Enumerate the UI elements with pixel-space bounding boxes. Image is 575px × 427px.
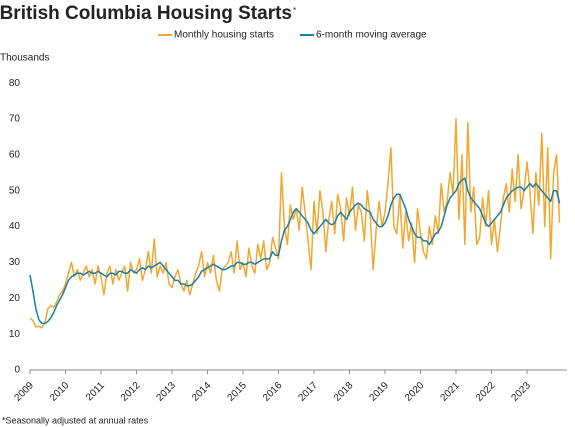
x-tick-label: 2010	[48, 380, 72, 404]
y-tick-label: 40	[9, 221, 21, 232]
x-tick-label: 2012	[119, 380, 143, 404]
x-tick-label: 2013	[154, 380, 178, 404]
y-tick-label: 0	[14, 365, 20, 376]
y-tick-label: 20	[9, 293, 21, 304]
x-tick-label: 2014	[190, 380, 214, 404]
y-tick-label: 10	[9, 329, 21, 340]
x-tick-label: 2015	[225, 380, 249, 404]
x-tick-label: 2020	[403, 380, 427, 404]
y-tick-label: 80	[9, 78, 21, 89]
legend-label: 6-month moving average	[316, 30, 427, 41]
footnote: *Seasonally adjusted at annual rates	[2, 415, 149, 425]
x-tick-label: 2023	[509, 380, 533, 404]
x-tick-label: 2017	[296, 380, 320, 404]
series-line	[29, 177, 561, 325]
legend-label: Monthly housing starts	[174, 30, 274, 41]
x-tick-label: 2018	[332, 380, 356, 404]
chart-title: British Columbia Housing Starts	[0, 3, 292, 24]
x-tick-label: 2016	[261, 380, 285, 404]
y-tick-label: 50	[9, 185, 21, 196]
y-tick-label: 70	[9, 114, 21, 125]
x-tick-label: 2021	[438, 380, 462, 404]
x-tick-label: 2011	[84, 380, 107, 403]
title-note: *	[293, 6, 296, 15]
x-tick-label: 2022	[474, 380, 498, 404]
y-axis-label: Thousands	[0, 53, 49, 64]
series-line	[29, 118, 561, 329]
x-tick-label: 2019	[367, 380, 391, 404]
x-tick-label: 2009	[12, 380, 36, 404]
y-tick-label: 30	[9, 257, 21, 268]
y-tick-label: 60	[9, 149, 21, 160]
